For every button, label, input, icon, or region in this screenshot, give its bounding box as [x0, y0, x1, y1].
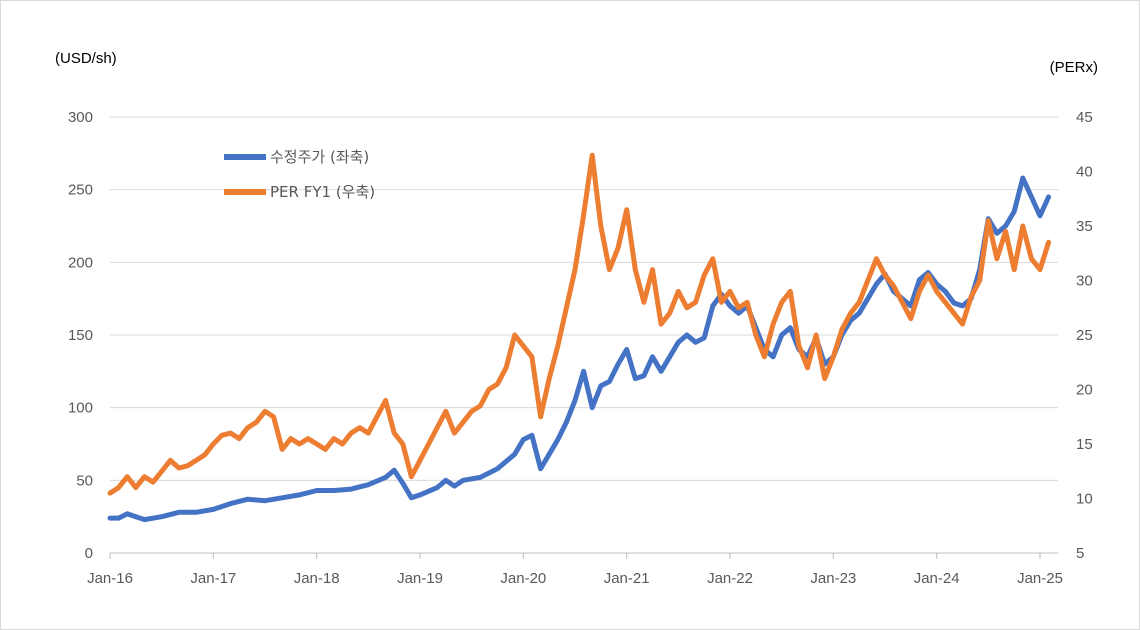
right-axis-unit: (PERx) [1050, 59, 1098, 76]
x-tick-label: Jan-25 [1017, 570, 1063, 587]
x-tick-label: Jan-17 [190, 570, 236, 587]
left-tick-label: 150 [68, 327, 93, 344]
left-tick-label: 0 [85, 545, 93, 562]
x-tick-label: Jan-23 [810, 570, 856, 587]
right-axis-ticks: 5 10 15 20 25 30 35 40 45 [1076, 109, 1093, 562]
right-tick-label: 25 [1076, 327, 1093, 344]
right-tick-label: 20 [1076, 382, 1093, 399]
x-axis: Jan-16 Jan-17 Jan-18 Jan-19 Jan-20 Jan-21 Jan-… [87, 552, 1063, 587]
legend: 수정주가 (좌축) PER FY1 (우축) [224, 148, 375, 201]
right-tick-label: 5 [1076, 545, 1084, 562]
x-tick-label: Jan-16 [87, 570, 133, 587]
left-axis-ticks: 0 50 100 150 200 250 300 [68, 109, 93, 562]
left-axis-unit: (USD/sh) [55, 50, 117, 67]
legend-label-price: 수정주가 (좌축) [270, 148, 369, 166]
left-tick-label: 250 [68, 182, 93, 199]
x-tick-label: Jan-18 [294, 570, 340, 587]
left-tick-label: 50 [76, 472, 93, 489]
x-tick-label: Jan-20 [500, 570, 546, 587]
left-tick-label: 200 [68, 254, 93, 271]
right-tick-label: 30 [1076, 273, 1093, 290]
gridlines [110, 116, 1058, 481]
right-tick-label: 45 [1076, 109, 1093, 126]
series-line-price [107, 175, 1052, 523]
left-tick-label: 100 [68, 400, 93, 417]
right-tick-label: 35 [1076, 218, 1093, 235]
x-tick-label: Jan-24 [914, 570, 960, 587]
x-tick-label: Jan-22 [707, 570, 753, 587]
left-tick-label: 300 [68, 109, 93, 126]
right-tick-label: 15 [1076, 436, 1093, 453]
right-tick-label: 40 [1076, 164, 1093, 181]
x-tick-label: Jan-19 [397, 570, 443, 587]
legend-label-per: PER FY1 (우축) [270, 183, 375, 201]
series-line-per [107, 152, 1052, 496]
x-tick-label: Jan-21 [604, 570, 650, 587]
right-tick-label: 10 [1076, 491, 1093, 508]
series-lines [107, 152, 1052, 523]
